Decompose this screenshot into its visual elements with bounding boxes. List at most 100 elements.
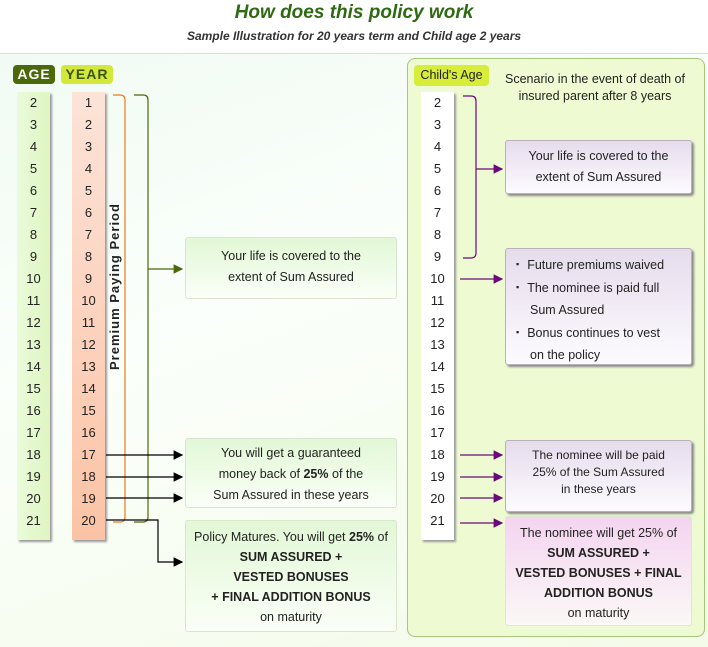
- age-cell: 7: [29, 205, 38, 220]
- child-age-cell: 8: [433, 227, 442, 242]
- text-line: in these years: [561, 482, 636, 496]
- text-line: + FINAL ADDITION BONUS: [211, 590, 371, 604]
- text-line: ADDITION BONUS: [543, 586, 654, 600]
- child-age-cell: 21: [430, 513, 445, 528]
- text-line: The nominee will be paid: [532, 448, 665, 462]
- child-age-cell: 13: [430, 337, 445, 352]
- child-age-cell: 2: [433, 95, 442, 110]
- child-age-cell: 20: [430, 491, 445, 506]
- year-cell: 17: [81, 447, 96, 462]
- age-cell: 17: [26, 425, 41, 440]
- age-cell: 3: [29, 117, 38, 132]
- text: The nominee is paid full: [527, 281, 660, 295]
- premium-period-bracket: [113, 94, 126, 523]
- age-cell: 2: [29, 95, 38, 110]
- year-cell: 11: [81, 315, 96, 330]
- age-cell: 19: [26, 469, 41, 484]
- year-cell: 4: [84, 161, 93, 176]
- page-title: How does this policy work: [234, 2, 474, 23]
- age-cell: 12: [26, 315, 41, 330]
- nominee-paid-box: The nominee will be paid 25% of the Sum …: [505, 440, 692, 512]
- text-line: Scenario in the event of death of: [505, 72, 685, 86]
- text-line: VESTED BONUSES: [233, 570, 349, 584]
- age-column: 2 3 4 5 6 7 8 9 10 11 12 13 14 15 16 17 18 19 20 21: [17, 92, 50, 540]
- child-age-cell: 10: [430, 271, 445, 286]
- text-line: Your life is covered to the: [221, 249, 361, 263]
- child-age-cell: 11: [430, 293, 445, 308]
- text-line: VESTED BONUSES + FINAL: [515, 566, 682, 580]
- year-cell: 16: [81, 425, 96, 440]
- child-age-cell: 3: [433, 117, 442, 132]
- age-cell: 13: [26, 337, 41, 352]
- year-cell: 8: [84, 249, 93, 264]
- child-age-badge: Child's Age: [414, 65, 489, 86]
- text-line: money back of 25% of the: [186, 464, 396, 485]
- text: on the policy: [530, 348, 601, 362]
- death-benefits-box: Future premiums waived The nominee is pa…: [505, 248, 692, 365]
- text: of the: [328, 467, 364, 481]
- year-cell: 18: [81, 469, 96, 484]
- year-cell: 14: [81, 381, 96, 396]
- text: Sum Assured: [530, 303, 605, 317]
- text-line: SUM ASSURED +: [547, 546, 650, 560]
- text-line: 25% of the Sum Assured: [532, 465, 665, 479]
- text: of: [374, 530, 388, 544]
- text: Policy Matures. You will get: [194, 530, 349, 544]
- year-cell: 9: [84, 271, 93, 286]
- age-cell: 4: [29, 139, 38, 154]
- age-cell: 9: [29, 249, 38, 264]
- text-line: Sum Assured in these years: [213, 488, 369, 502]
- money-back-box: You will get a guaranteed money back of …: [185, 438, 397, 508]
- text-line: You will get a guaranteed: [221, 446, 361, 460]
- year-cell: 10: [81, 293, 96, 308]
- age-cell: 21: [26, 513, 41, 528]
- text-line: SUM ASSURED +: [239, 550, 343, 564]
- age-cell: 20: [26, 491, 41, 506]
- child-age-cell: 5: [433, 161, 442, 176]
- age-cell: 11: [26, 293, 41, 308]
- child-age-cell: 18: [430, 447, 445, 462]
- year-cell: 19: [81, 491, 96, 506]
- scenario-heading: Scenario in the event of death of insure…: [490, 71, 700, 105]
- nominee-maturity-box: The nominee will get 25% of SUM ASSURED …: [505, 516, 692, 626]
- child-age-cell: 15: [430, 381, 445, 396]
- text-line: Policy Matures. You will get 25% of: [186, 527, 396, 547]
- list-item: Future premiums waived: [516, 253, 691, 276]
- year-cell: 5: [84, 183, 93, 198]
- term-bracket: [134, 94, 149, 523]
- year-column: 1 2 3 4 5 6 7 8 9 10 11 12 13 14 15 16 17 18 19 20: [72, 92, 105, 540]
- child-age-column: 2 3 4 5 6 7 8 9 10 11 12 13 14 15 16 17 18 19 20 21: [421, 92, 454, 540]
- child-age-cell: 14: [430, 359, 445, 374]
- age-cell: 5: [29, 161, 38, 176]
- list-item: Bonus continues to vest on the policy: [516, 321, 691, 366]
- child-cover-bracket: [463, 95, 477, 259]
- age-cell: 15: [26, 381, 41, 396]
- child-age-cell: 7: [433, 205, 442, 220]
- life-cover-box: Your life is covered to the extent of Su…: [185, 237, 397, 299]
- child-life-cover-box: Your life is covered to the extent of Su…: [505, 140, 692, 194]
- text-line: on maturity: [260, 610, 322, 624]
- child-age-cell: 4: [433, 139, 442, 154]
- age-cell: 8: [29, 227, 38, 242]
- child-age-cell: 12: [430, 315, 445, 330]
- child-age-cell: 16: [430, 403, 445, 418]
- text-line: extent of Sum Assured: [535, 170, 662, 184]
- text: Bonus continues to vest: [527, 326, 660, 340]
- year-cell: 1: [84, 95, 93, 110]
- text-line: The nominee will get 25% of: [519, 526, 678, 540]
- text-line: insured parent after 8 years: [518, 89, 672, 103]
- policy-maturity-box: Policy Matures. You will get 25% of SUM …: [185, 520, 397, 632]
- text-line: Your life is covered to the: [528, 149, 669, 163]
- text: money back of: [218, 467, 304, 481]
- year-cell: 15: [81, 403, 96, 418]
- child-age-cell: 19: [430, 469, 445, 484]
- year-cell: 7: [84, 227, 93, 242]
- child-age-cell: 17: [430, 425, 445, 440]
- year-20-arrow: [106, 519, 184, 567]
- page-subtitle: Sample Illustration for 20 years term an…: [186, 29, 522, 43]
- year-badge: YEAR: [61, 65, 113, 84]
- age-cell: 10: [26, 271, 41, 286]
- year-cell: 3: [84, 139, 93, 154]
- age-cell: 6: [29, 183, 38, 198]
